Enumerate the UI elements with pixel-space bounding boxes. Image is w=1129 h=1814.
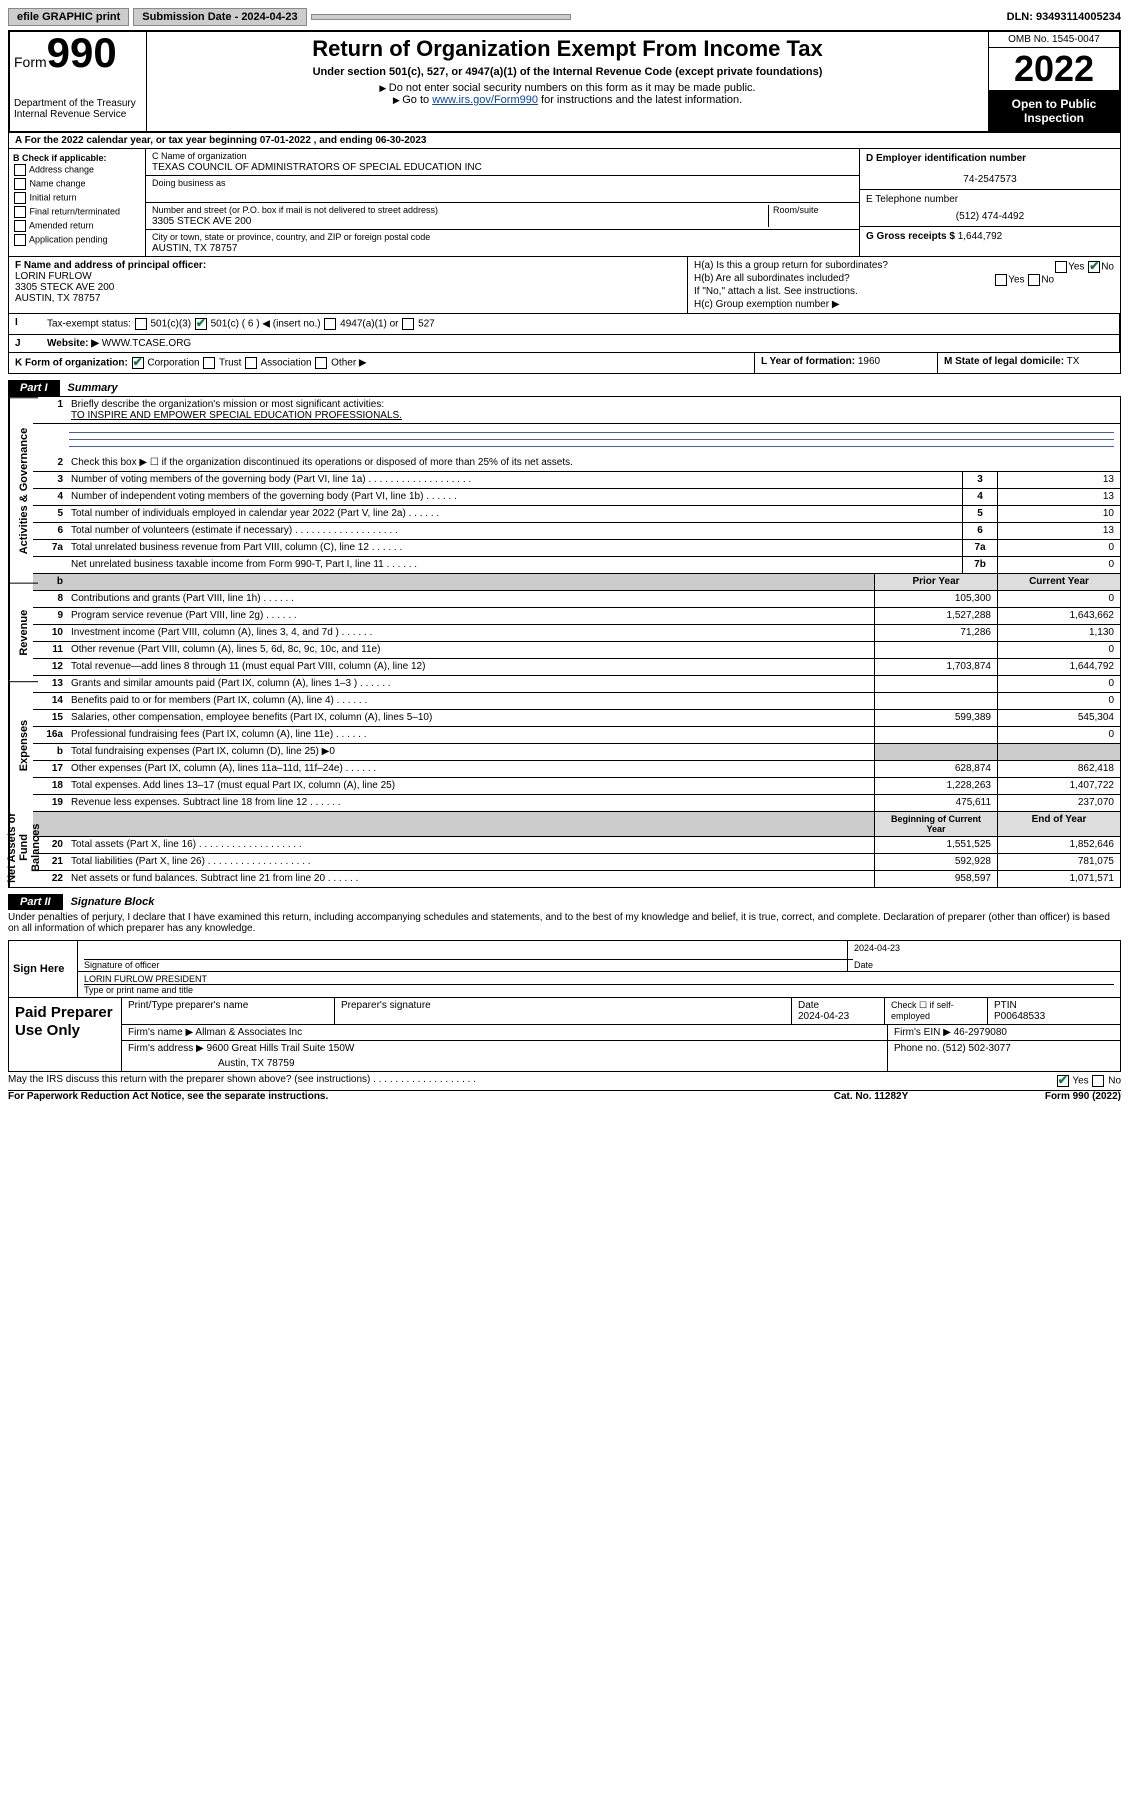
form-subtitle: Under section 501(c), 527, or 4947(a)(1)… bbox=[155, 66, 980, 78]
efile-graphic-button[interactable]: efile GRAPHIC print bbox=[8, 8, 129, 26]
summary-table: Activities & Governance Revenue Expenses… bbox=[8, 396, 1121, 888]
officer-name: LORIN FURLOW bbox=[15, 271, 92, 282]
col-B-checkboxes: B Check if applicable: Address change Na… bbox=[9, 149, 146, 256]
form-header: Form990 Department of the Treasury Inter… bbox=[8, 30, 1121, 133]
col-D-ein-phone: D Employer identification number 74-2547… bbox=[859, 149, 1120, 256]
col-C-name-addr: C Name of organization TEXAS COUNCIL OF … bbox=[146, 149, 859, 256]
submission-date-button[interactable]: Submission Date - 2024-04-23 bbox=[133, 8, 306, 26]
dln-label: DLN: 93493114005234 bbox=[1007, 11, 1121, 23]
goto-note: Go to www.irs.gov/Form990 for instructio… bbox=[155, 94, 980, 106]
side-revenue: Revenue bbox=[9, 583, 38, 681]
ein-value: 74-2547573 bbox=[866, 174, 1114, 185]
side-net-assets: Net Assets or Fund Balances bbox=[9, 808, 38, 887]
signer-name: LORIN FURLOW PRESIDENT bbox=[84, 974, 1114, 984]
form-number: Form990 bbox=[14, 36, 142, 70]
row-I-status: I Tax-exempt status: 501(c)(3) 501(c) ( … bbox=[8, 314, 1121, 335]
row-F-officer: F Name and address of principal officer:… bbox=[8, 257, 1121, 314]
perjury-statement: Under penalties of perjury, I declare th… bbox=[8, 910, 1121, 936]
sign-here-box: Sign Here Signature of officer 2024-04-2… bbox=[8, 940, 1121, 998]
part-1-header: Part I Summary bbox=[8, 380, 1121, 396]
omb-number: OMB No. 1545-0047 bbox=[989, 32, 1119, 48]
side-governance: Activities & Governance bbox=[9, 397, 38, 583]
page-footer: For Paperwork Reduction Act Notice, see … bbox=[8, 1090, 1121, 1102]
tax-year: 2022 bbox=[989, 48, 1119, 91]
ssn-note: Do not enter social security numbers on … bbox=[155, 82, 980, 94]
row-J-website: J Website: ▶ WWW.TCASE.ORG bbox=[8, 335, 1121, 353]
irs-link[interactable]: www.irs.gov/Form990 bbox=[432, 94, 538, 106]
gross-receipts: 1,644,792 bbox=[958, 231, 1003, 242]
org-city: AUSTIN, TX 78757 bbox=[152, 243, 853, 254]
website-value: WWW.TCASE.ORG bbox=[102, 338, 191, 349]
firm-name: Allman & Associates Inc bbox=[195, 1027, 302, 1038]
form-title: Return of Organization Exempt From Incom… bbox=[155, 36, 980, 62]
side-expenses: Expenses bbox=[9, 681, 38, 808]
open-public-badge: Open to Public Inspection bbox=[989, 91, 1119, 131]
top-bar: efile GRAPHIC print Submission Date - 20… bbox=[8, 8, 1121, 26]
org-street: 3305 STECK AVE 200 bbox=[152, 216, 768, 227]
org-info-block: B Check if applicable: Address change Na… bbox=[8, 149, 1121, 257]
part-2-header: Part II Signature Block bbox=[8, 894, 1121, 910]
paid-preparer-box: Paid Preparer Use Only Print/Type prepar… bbox=[8, 998, 1121, 1072]
phone-value: (512) 474-4492 bbox=[866, 211, 1114, 222]
org-name: TEXAS COUNCIL OF ADMINISTRATORS OF SPECI… bbox=[152, 162, 853, 173]
department-label: Department of the Treasury Internal Reve… bbox=[14, 98, 142, 120]
blank-button[interactable] bbox=[311, 14, 571, 20]
row-K-form-org: K Form of organization: Corporation Trus… bbox=[8, 353, 1121, 374]
discuss-row: May the IRS discuss this return with the… bbox=[8, 1074, 1121, 1088]
row-A-period: A For the 2022 calendar year, or tax yea… bbox=[8, 133, 1121, 149]
